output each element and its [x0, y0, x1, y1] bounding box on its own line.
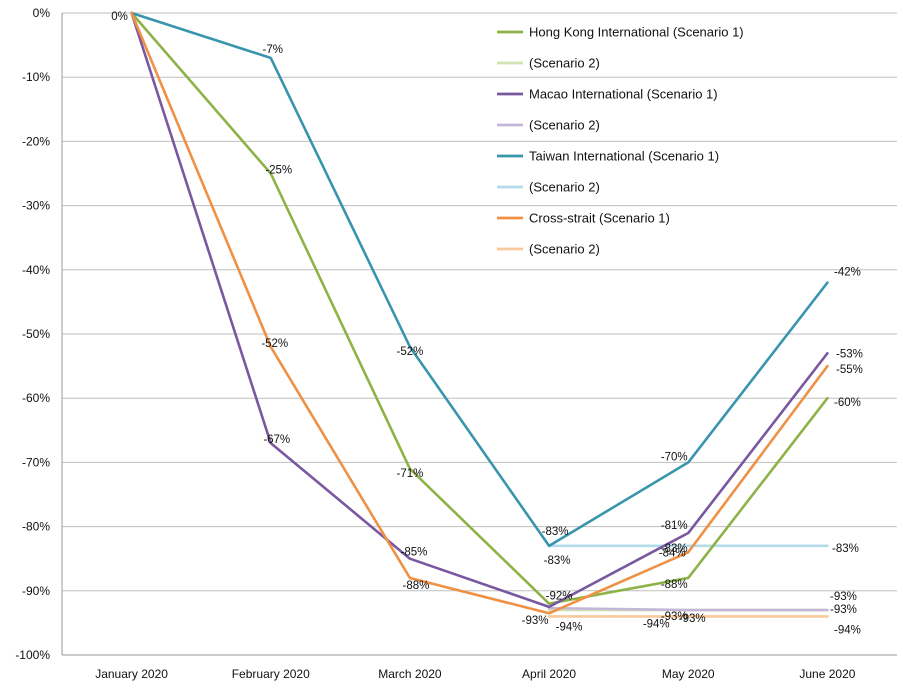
data-label: -81% [661, 520, 688, 532]
data-label: -94% [556, 621, 583, 633]
x-tick-label: April 2020 [522, 667, 576, 681]
data-label: -7% [263, 44, 283, 56]
data-label: -94% [643, 618, 670, 630]
data-label: -60% [834, 397, 861, 409]
x-tick-label: March 2020 [378, 667, 442, 681]
data-label: -85% [400, 547, 427, 559]
data-label: -70% [661, 451, 688, 463]
data-label: -88% [661, 579, 688, 591]
axes: 0% -10% -20% -30% -40% -50% -60% -70% -80% -90% -1… [15, 6, 897, 681]
data-label: -25% [265, 165, 292, 177]
y-tick-label: -50% [22, 327, 50, 341]
data-label: -42% [834, 267, 861, 279]
data-label: -52% [261, 338, 288, 350]
legend-label: Hong Kong International (Scenario 1) [529, 25, 744, 40]
x-tick-label: June 2020 [799, 667, 855, 681]
data-label: -93% [661, 611, 688, 623]
y-tick-label: -60% [22, 391, 50, 405]
data-label: -93% [522, 615, 549, 627]
data-label: -92% [546, 591, 573, 603]
data-label: -84% [659, 547, 686, 559]
legend-label: (Scenario 2) [529, 180, 600, 195]
series-line-3 [547, 606, 829, 612]
data-label: -83% [542, 526, 569, 538]
data-label: -71% [396, 468, 423, 480]
data-label: -93% [830, 604, 857, 616]
series-line-0 [130, 11, 829, 605]
legend: Hong Kong International (Scenario 1) (Sce… [497, 25, 744, 257]
data-label: -94% [834, 624, 861, 636]
data-label: -83% [832, 543, 859, 555]
data-label: 0% [111, 11, 128, 23]
data-label: -83% [544, 555, 571, 567]
series-lines [130, 11, 829, 618]
data-label: -53% [836, 348, 863, 360]
data-label: -83% [661, 543, 688, 555]
data-label: -55% [836, 364, 863, 376]
y-tick-label: -90% [22, 584, 50, 598]
x-tick-label: January 2020 [95, 667, 168, 681]
legend-label: Taiwan International (Scenario 1) [529, 149, 719, 164]
data-label: -93% [830, 591, 857, 603]
data-label: -93% [679, 613, 706, 625]
y-tick-label: 0% [33, 6, 51, 20]
legend-label: (Scenario 2) [529, 56, 600, 71]
series-line-2 [130, 11, 829, 609]
gridlines [62, 12, 897, 656]
series-line-4 [130, 11, 829, 548]
x-tick-label: May 2020 [662, 667, 715, 681]
y-tick-label: -20% [22, 134, 50, 148]
y-tick-label: -100% [15, 648, 50, 662]
legend-label: (Scenario 2) [529, 242, 600, 257]
data-labels: 0% -7% -25% -52% -67% -52% -71% -85% -88% -83% -83… [111, 11, 863, 636]
y-tick-label: -10% [22, 70, 50, 84]
y-tick-label: -30% [22, 199, 50, 213]
y-tick-label: -70% [22, 455, 50, 469]
legend-label: (Scenario 2) [529, 118, 600, 133]
data-label: -67% [263, 434, 290, 446]
data-label: -52% [396, 346, 423, 358]
x-tick-label: February 2020 [232, 667, 310, 681]
y-tick-label: -40% [22, 263, 50, 277]
data-label: -88% [402, 580, 429, 592]
series-line-6 [130, 11, 829, 615]
y-tick-label: -80% [22, 520, 50, 534]
legend-label: Cross-strait (Scenario 1) [529, 211, 670, 226]
legend-label: Macao International (Scenario 1) [529, 87, 718, 102]
